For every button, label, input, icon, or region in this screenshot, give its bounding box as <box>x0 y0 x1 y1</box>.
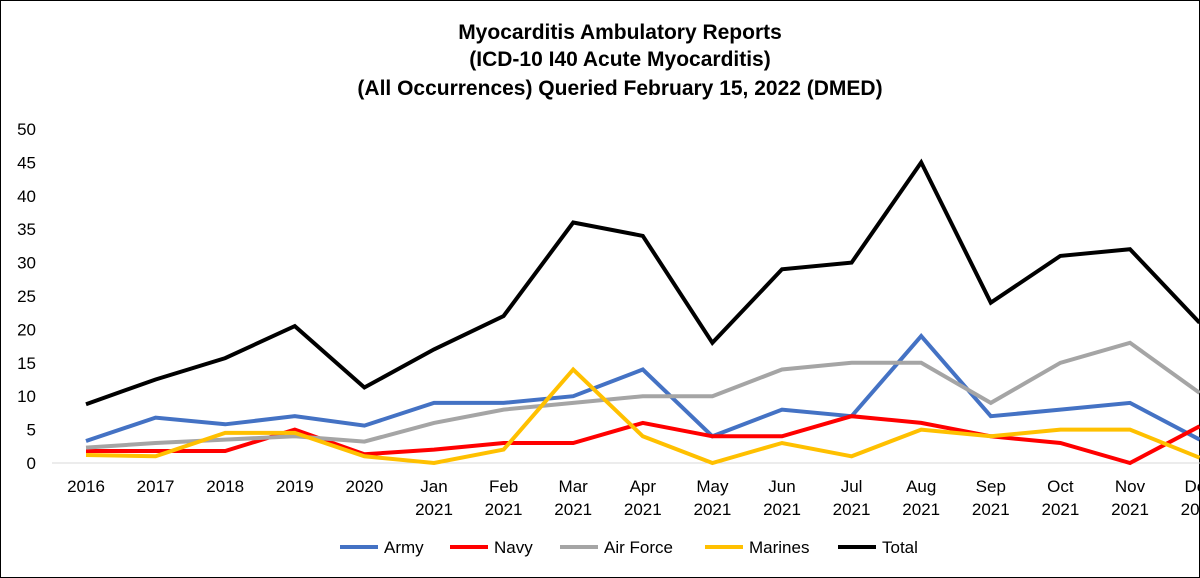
x-tick-label: Jul <box>841 477 863 496</box>
series-line-air-force <box>85 340 1200 450</box>
chart-title-line-2: (ICD-10 I40 Acute Myocarditis) <box>469 48 770 71</box>
chart-title-line-3: (All Occurrences) Queried February 15, 2… <box>357 77 882 100</box>
series-line-marines <box>85 366 1200 466</box>
x-tick-label: 2021 <box>693 500 731 519</box>
x-tick-label: 2021 <box>902 500 940 519</box>
y-tick-label: 50 <box>17 120 36 139</box>
x-tick-label: 2021 <box>554 500 592 519</box>
y-axis-ticks: 0 5 10 15 20 25 30 35 40 45 50 <box>17 120 36 473</box>
x-tick-label: May <box>696 477 729 496</box>
series-line-army <box>85 333 1200 443</box>
x-tick-label: 2017 <box>137 477 175 496</box>
legend: Army Navy Air Force Marines Total <box>340 538 918 557</box>
y-tick-label: 0 <box>27 454 36 473</box>
x-tick-label: Mar <box>559 477 589 496</box>
x-tick-label: Nov <box>1115 477 1146 496</box>
chart-title-line-1: Myocarditis Ambulatory Reports <box>458 21 782 44</box>
x-tick-label: 2021 <box>972 500 1010 519</box>
x-tick-label: 2021 <box>1111 500 1149 519</box>
y-tick-label: 10 <box>17 387 36 406</box>
x-tick-label: 2021 <box>485 500 523 519</box>
x-tick-label: Jun <box>768 477 795 496</box>
y-tick-label: 15 <box>17 354 36 373</box>
x-tick-label: Jan <box>420 477 447 496</box>
x-tick-label: 2021 <box>1041 500 1079 519</box>
x-tick-label: Apr <box>630 477 657 496</box>
x-tick-label: Dec <box>1184 477 1200 496</box>
x-tick-label: Feb <box>489 477 518 496</box>
x-tick-label: 2021 <box>833 500 871 519</box>
x-tick-label: 2018 <box>206 477 244 496</box>
x-tick-label: Aug <box>906 477 936 496</box>
series-lines <box>85 158 1200 466</box>
y-tick-label: 40 <box>17 187 36 206</box>
x-tick-label: 2019 <box>276 477 314 496</box>
x-tick-label: 2021 <box>763 500 801 519</box>
legend-label-marines: Marines <box>749 538 809 557</box>
y-tick-label: 30 <box>17 254 36 273</box>
y-tick-label: 35 <box>17 220 36 239</box>
legend-label-navy: Navy <box>494 538 533 557</box>
x-tick-label: 2021 <box>624 500 662 519</box>
y-tick-label: 5 <box>27 421 36 440</box>
legend-label-air-force: Air Force <box>604 538 673 557</box>
x-tick-label: Sep <box>976 477 1006 496</box>
legend-label-total: Total <box>882 538 918 557</box>
chart-title: Myocarditis Ambulatory Reports (ICD-10 I… <box>357 21 882 100</box>
x-tick-label: Oct <box>1047 477 1074 496</box>
x-tick-label: 2016 <box>67 477 105 496</box>
x-tick-label: 2021 <box>415 500 453 519</box>
y-tick-label: 20 <box>17 320 36 339</box>
y-tick-label: 25 <box>17 287 36 306</box>
x-tick-label: 2020 <box>345 477 383 496</box>
series-line-total <box>85 158 1200 407</box>
y-tick-label: 45 <box>17 153 36 172</box>
legend-label-army: Army <box>384 538 424 557</box>
x-tick-label: 2021 <box>1181 500 1200 519</box>
x-axis-ticks: 2016 2017 2018 2019 2020 Jan 2021 Feb 2021 Mar 202… <box>67 477 1200 519</box>
